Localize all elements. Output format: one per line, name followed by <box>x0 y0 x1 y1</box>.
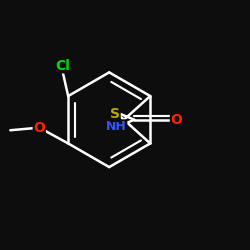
Text: NH: NH <box>106 120 127 133</box>
Text: Cl: Cl <box>56 59 70 73</box>
Text: O: O <box>170 113 182 127</box>
Text: S: S <box>110 107 120 121</box>
Text: O: O <box>33 121 45 135</box>
